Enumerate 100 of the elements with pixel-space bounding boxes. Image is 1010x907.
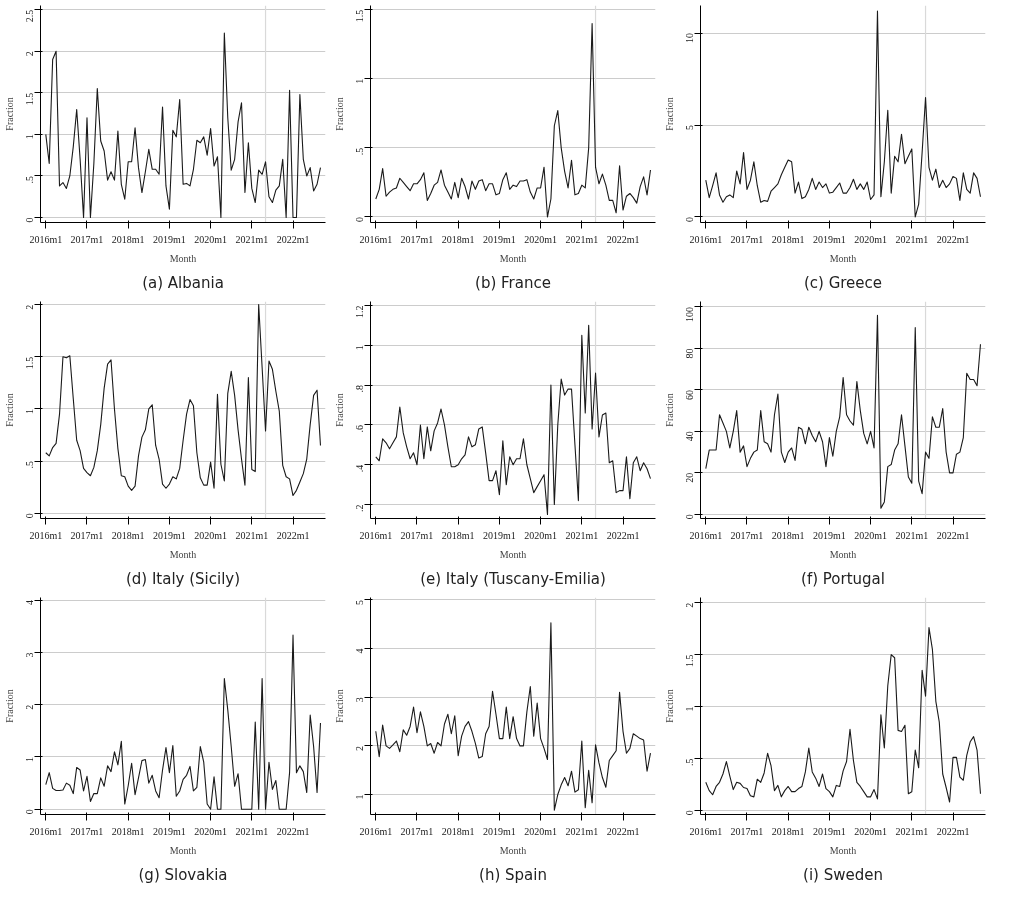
x-tick-label: 2016m1 (689, 825, 723, 837)
y-tick-label: 2 (354, 745, 365, 751)
y-tick-label: 1 (684, 706, 695, 712)
y-tick-label: 0 (24, 513, 35, 519)
y-axis-title: Fraction (663, 393, 675, 427)
y-tick-label: 1 (24, 756, 35, 762)
x-tick-label: 2018m1 (111, 233, 145, 245)
x-tick-label: 2021m1 (565, 233, 599, 245)
x-tick-label: 2017m1 (730, 529, 764, 541)
text: (d) Italy (Sicily) (125, 569, 241, 588)
y-axis-title: Fraction (3, 97, 15, 131)
y-tick-label: .5 (24, 461, 35, 469)
x-tick-label: 2022m1 (606, 233, 640, 245)
x-tick-label: 2022m1 (936, 825, 970, 837)
y-tick-label: 5 (684, 125, 695, 131)
y-tick-label: 1 (24, 408, 35, 414)
x-tick-label: 2022m1 (276, 825, 310, 837)
y-tick-label: 1 (354, 794, 365, 800)
y-tick-label: 20 (684, 472, 695, 483)
x-tick-label: 2021m1 (565, 529, 599, 541)
x-tick-label: 2019m1 (153, 529, 186, 541)
x-tick-label: 2017m1 (400, 825, 434, 837)
x-tick-label: 2020m1 (854, 233, 887, 245)
x-tick-label: 2018m1 (441, 233, 475, 245)
y-tick-label: .5 (684, 758, 695, 766)
x-tick-label: 2019m1 (813, 233, 846, 245)
x-tick-label: 2019m1 (483, 233, 516, 245)
y-tick-label: 10 (684, 33, 695, 44)
y-tick-label: 0 (24, 217, 35, 223)
y-tick-label: 1.5 (684, 654, 695, 668)
x-tick-label: 2019m1 (813, 825, 846, 837)
x-tick-label: 2017m1 (730, 233, 764, 245)
y-tick-label: 40 (684, 431, 695, 442)
x-tick-label: 2018m1 (111, 825, 145, 837)
x-axis-title: Month (499, 548, 527, 560)
x-tick-label: 2021m1 (895, 529, 929, 541)
x-tick-label: 2020m1 (524, 825, 557, 837)
x-tick-label: 2016m1 (29, 529, 63, 541)
text: (f) Portugal (801, 569, 885, 588)
x-tick-label: 2017m1 (400, 529, 434, 541)
x-axis-title: Month (829, 252, 857, 264)
x-tick-label: 2019m1 (153, 825, 186, 837)
x-axis-title: Month (169, 844, 197, 856)
y-tick-label: 4 (354, 648, 365, 654)
text: (b) France (475, 273, 551, 292)
x-tick-label: 2020m1 (524, 233, 557, 245)
y-axis-title: Fraction (663, 689, 675, 723)
x-tick-label: 2021m1 (895, 825, 929, 837)
x-axis-title: Month (169, 548, 197, 560)
y-tick-label: .8 (354, 385, 365, 393)
y-tick-label: 0 (684, 810, 695, 816)
x-tick-label: 2022m1 (276, 529, 310, 541)
y-tick-label: 1.5 (354, 9, 365, 23)
y-tick-label: .6 (354, 424, 365, 433)
y-tick-label: 1 (24, 134, 35, 140)
y-tick-label: 60 (684, 389, 695, 400)
x-tick-label: 2017m1 (70, 233, 104, 245)
x-tick-label: 2019m1 (483, 529, 516, 541)
y-tick-label: 1 (354, 78, 365, 84)
x-tick-label: 2019m1 (483, 825, 516, 837)
x-tick-label: 2018m1 (111, 529, 145, 541)
x-tick-label: 2020m1 (194, 529, 227, 541)
y-tick-label: 2.5 (24, 9, 35, 23)
text: (c) Greece (803, 273, 883, 292)
x-tick-label: 2016m1 (359, 529, 393, 541)
x-tick-label: 2016m1 (689, 529, 723, 541)
y-tick-label: .5 (24, 175, 35, 184)
y-tick-label: 100 (684, 306, 695, 322)
y-tick-label: 1 (354, 345, 365, 351)
text: (e) Italy (Tuscany-Emilia) (420, 569, 606, 588)
y-tick-label: 2 (684, 602, 695, 608)
text: (h) Spain (479, 865, 547, 884)
x-tick-label: 2022m1 (936, 529, 970, 541)
y-tick-label: 1.5 (24, 356, 35, 370)
x-tick-label: 2020m1 (854, 529, 887, 541)
x-tick-label: 2022m1 (606, 825, 640, 837)
x-axis-title: Month (829, 548, 857, 560)
x-axis-title: Month (829, 844, 857, 856)
x-tick-label: 2018m1 (441, 529, 475, 541)
y-tick-label: 2 (24, 704, 35, 710)
x-tick-label: 2019m1 (153, 233, 186, 245)
y-axis-title: Fraction (3, 393, 15, 427)
x-tick-label: 2022m1 (936, 233, 970, 245)
x-axis-title: Month (499, 252, 527, 264)
x-tick-label: 2018m1 (771, 233, 805, 245)
x-tick-label: 2020m1 (854, 825, 887, 837)
text: (i) Sweden (803, 865, 883, 884)
x-tick-label: 2021m1 (235, 825, 269, 837)
x-tick-label: 2016m1 (689, 233, 723, 245)
x-tick-label: 2017m1 (70, 825, 104, 837)
y-tick-label: 0 (684, 514, 695, 520)
y-tick-label: 2 (24, 51, 35, 57)
text: (g) Slovakia (138, 865, 228, 884)
y-tick-label: 0 (24, 809, 35, 815)
y-tick-label: 0 (354, 216, 365, 222)
x-tick-label: 2016m1 (359, 825, 393, 837)
x-tick-label: 2016m1 (359, 233, 393, 245)
y-tick-label: 1.5 (24, 92, 35, 106)
x-tick-label: 2021m1 (895, 233, 929, 245)
y-axis-title: Fraction (333, 97, 345, 131)
